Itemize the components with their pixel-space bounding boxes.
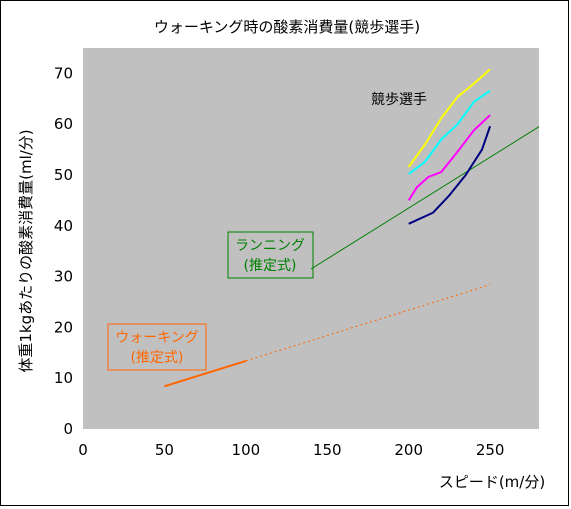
annotation-walking-line-2: (推定式) (131, 350, 184, 366)
annotation-running-line-2: (推定式) (244, 258, 297, 274)
annotation-running: ランニング (推定式) (227, 231, 314, 279)
series-line-2 (310, 126, 540, 270)
y-tick-label-40: 40 (54, 217, 73, 235)
series-group (164, 68, 540, 388)
y-tick-label-0: 0 (63, 420, 73, 438)
y-tick-label-60: 60 (54, 115, 73, 133)
annotation-athlete: 競歩選手 (371, 92, 427, 108)
y-tick-label-50: 50 (54, 166, 73, 184)
x-tick-label-200: 200 (394, 441, 423, 459)
axis-ticks: 0 50 100 150 200 250 0 10 20 30 40 50 60 70 (54, 64, 505, 459)
y-tick-label-70: 70 (54, 64, 73, 82)
annotation-walking: ウォーキング (推定式) (107, 323, 207, 371)
annotation-running-line-1: ランニング (235, 238, 305, 254)
annotation-walking-line-1: ウォーキング (115, 330, 199, 346)
x-tick-label-100: 100 (232, 441, 261, 459)
series-line-4 (407, 114, 491, 201)
series-line-6 (407, 68, 491, 168)
y-axis-label: 体重1kgあたりの酸素消費量(ml/分) (17, 129, 35, 372)
annotation-running-box (227, 231, 314, 279)
plot-area (83, 48, 539, 429)
y-tick-label-10: 10 (54, 369, 73, 387)
y-tick-label-30: 30 (54, 268, 73, 286)
x-tick-label-0: 0 (78, 441, 88, 459)
annotation-walking-box (107, 323, 207, 371)
series-line-3 (408, 125, 492, 225)
annotation-athlete-label: 競歩選手 (371, 92, 427, 108)
x-tick-label-150: 150 (313, 441, 342, 459)
x-axis-label: スピード(m/分) (439, 473, 545, 491)
y-tick-label-20: 20 (54, 318, 73, 336)
series-line-0 (164, 359, 247, 388)
x-tick-label-250: 250 (476, 441, 505, 459)
series-line-5 (408, 89, 491, 175)
chart-title: ウォーキング時の酸素消費量(競歩選手) (154, 18, 420, 36)
x-tick-label-50: 50 (155, 441, 174, 459)
